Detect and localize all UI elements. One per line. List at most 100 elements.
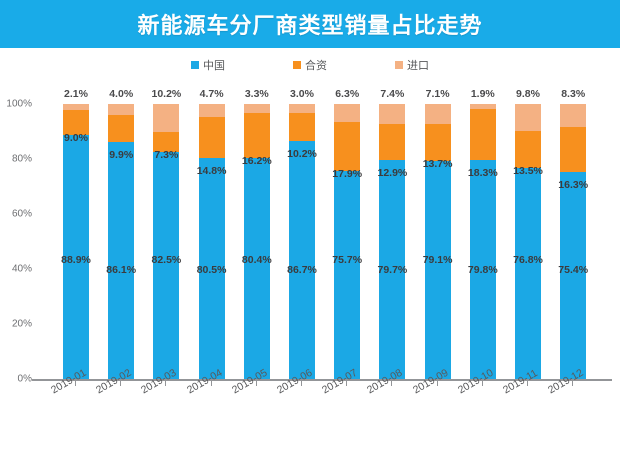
bar-segment-imp[interactable] (153, 104, 180, 133)
bar-group[interactable] (334, 104, 361, 386)
bar-segment-cn[interactable] (379, 159, 406, 379)
value-label-jv: 7.3% (154, 149, 179, 162)
y-axis-tick-label: 0% (17, 373, 32, 385)
bar-segment-imp[interactable] (243, 104, 270, 114)
y-axis: 0% 20% 40% 60% 80% 100% (0, 99, 36, 385)
value-label-imp: 1.9% (470, 88, 495, 100)
value-label-jv: 17.9% (332, 167, 363, 180)
bar-segment-imp[interactable] (515, 103, 541, 131)
bar-segment-imp[interactable] (198, 104, 225, 117)
value-label-cn: 82.5% (151, 254, 182, 266)
bar-segment-jv[interactable] (424, 123, 451, 162)
bar-segment-jv[interactable] (560, 126, 587, 172)
bar-segment-jv[interactable] (469, 109, 496, 160)
value-label-imp: 7.1% (425, 88, 450, 100)
x-axis-tick-mark (346, 381, 348, 386)
bar-group[interactable] (424, 104, 451, 386)
y-axis-tick-label: 60% (11, 208, 32, 220)
bar-segment-imp[interactable] (469, 104, 496, 110)
bar-segment-cn[interactable] (198, 157, 225, 379)
bar-segment-jv[interactable] (243, 113, 270, 158)
x-axis-tick-mark (391, 381, 393, 386)
bar-segment-jv[interactable] (63, 109, 89, 135)
x-axis-tick-mark (120, 381, 122, 386)
bar-segment-jv[interactable] (334, 121, 361, 171)
bar-segment-imp[interactable] (108, 104, 135, 115)
value-label-cn: 75.4% (558, 264, 589, 276)
value-label-cn: 86.1% (106, 264, 137, 276)
value-label-jv: 13.7% (422, 158, 453, 171)
value-label-jv: 9.0% (64, 131, 88, 144)
legend-label: 合资 (305, 60, 327, 72)
bar-group[interactable] (560, 104, 587, 386)
bar-segment-jv[interactable] (515, 130, 541, 168)
y-axis-tick-label: 100% (6, 98, 32, 110)
value-label-jv: 12.9% (377, 166, 408, 179)
page-title: 新能源车分厂商类型销量占比走势 (137, 13, 483, 38)
value-label-jv: 16.3% (558, 178, 589, 191)
value-label-imp: 2.1% (64, 88, 88, 100)
value-label-cn: 79.1% (422, 254, 453, 266)
value-label-jv: 16.2% (241, 154, 272, 167)
value-label-cn: 88.9% (61, 254, 91, 266)
bar-segment-jv[interactable] (153, 132, 180, 153)
bar-group[interactable] (515, 103, 541, 386)
x-axis-tick-mark (301, 381, 302, 386)
bar-segment-imp[interactable] (379, 104, 406, 125)
legend-item-imp[interactable]: 进口 (395, 57, 429, 73)
bar-segment-cn[interactable] (108, 142, 135, 379)
value-label-jv: 9.9% (109, 149, 134, 162)
bar-segment-cn[interactable] (334, 170, 361, 379)
bar-segment-imp[interactable] (63, 104, 89, 110)
value-label-imp: 3.3% (244, 88, 269, 100)
x-axis-tick-mark (255, 381, 257, 386)
value-label-imp: 3.0% (290, 88, 314, 100)
value-label-cn: 80.4% (241, 254, 272, 266)
bar-segment-jv[interactable] (198, 116, 225, 158)
bar-group[interactable] (108, 104, 135, 386)
bar-segment-cn[interactable] (153, 152, 180, 379)
bar-segment-imp[interactable] (334, 104, 361, 122)
legend-item-jv[interactable]: 合资 (293, 57, 327, 73)
y-axis-tick-label: 40% (11, 263, 32, 275)
legend-label: 中国 (203, 60, 225, 72)
value-label-cn: 76.8% (513, 254, 543, 266)
bar-segment-cn[interactable] (515, 167, 541, 379)
bar-segment-cn[interactable] (243, 157, 270, 379)
value-label-imp: 8.3% (561, 88, 586, 100)
legend-swatch-icon (293, 61, 301, 69)
bar-group[interactable] (153, 104, 180, 386)
bar-segment-imp[interactable] (289, 104, 315, 113)
value-label-cn: 86.7% (287, 264, 317, 276)
bar-group[interactable] (243, 104, 270, 386)
value-label-jv: 13.5% (513, 164, 543, 177)
value-label-jv: 14.8% (196, 164, 227, 177)
value-label-cn: 75.7% (332, 254, 363, 266)
bar-group[interactable] (63, 104, 89, 386)
legend-item-cn[interactable]: 中国 (191, 57, 225, 73)
bar-group[interactable] (198, 104, 225, 386)
x-axis-tick-mark (436, 381, 438, 386)
bar-segment-jv[interactable] (108, 115, 135, 143)
bar-segment-jv[interactable] (379, 124, 406, 160)
bar-group[interactable] (289, 104, 315, 386)
value-label-cn: 80.5% (196, 264, 227, 276)
bar-segment-imp[interactable] (560, 104, 587, 127)
bar-segment-cn[interactable] (424, 161, 451, 379)
value-label-jv: 10.2% (287, 147, 317, 160)
legend-label: 进口 (407, 60, 429, 72)
bar-group[interactable] (379, 104, 406, 386)
bar-segment-cn[interactable] (63, 134, 89, 379)
bar-segment-cn[interactable] (560, 171, 587, 379)
bar-segment-imp[interactable] (424, 104, 451, 124)
x-axis-line (32, 379, 612, 381)
bar-segment-cn[interactable] (469, 159, 496, 379)
chart-legend: 中国 合资 进口 (0, 54, 620, 76)
bar-group[interactable] (469, 104, 496, 386)
legend-swatch-icon (395, 61, 403, 69)
title-banner: 新能源车分厂商类型销量占比走势 (0, 0, 620, 48)
x-axis-tick-mark (481, 381, 483, 386)
x-axis-tick-mark (527, 381, 528, 386)
bar-segment-jv[interactable] (289, 112, 315, 141)
bar-segment-cn[interactable] (289, 140, 315, 379)
